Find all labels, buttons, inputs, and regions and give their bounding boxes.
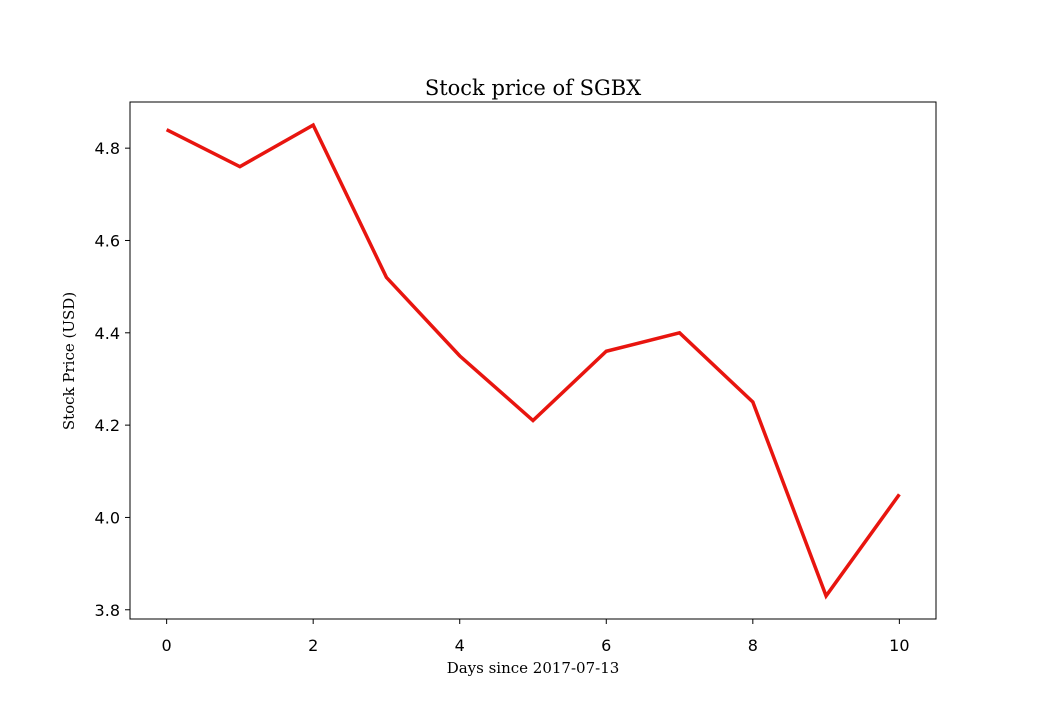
series-layer — [165, 122, 901, 600]
y-tick-label: 4.4 — [95, 324, 120, 343]
axis-ticks: 0 2 4 6 8 10 3.8 4.0 4.2 4.4 4.6 4.8 — [95, 139, 910, 655]
series-line — [165, 122, 901, 600]
x-tick-label: 10 — [889, 636, 909, 655]
x-tick-label: 4 — [455, 636, 465, 655]
y-tick-label: 3.8 — [95, 601, 120, 620]
x-tick-label: 0 — [162, 636, 172, 655]
x-tick-label: 2 — [308, 636, 318, 655]
y-tick-label: 4.0 — [95, 508, 120, 527]
x-tick-label: 8 — [748, 636, 758, 655]
chart-title: Stock price of SGBX — [425, 76, 641, 100]
plot-area-frame — [129, 101, 937, 620]
x-axis-label: Days since 2017-07-13 — [447, 659, 620, 677]
y-axis-label: Stock Price (USD) — [60, 292, 78, 430]
y-tick-label: 4.6 — [95, 231, 120, 250]
y-tick-label: 4.8 — [95, 139, 120, 158]
y-tick-label: 4.2 — [95, 416, 120, 435]
x-tick-label: 6 — [601, 636, 611, 655]
